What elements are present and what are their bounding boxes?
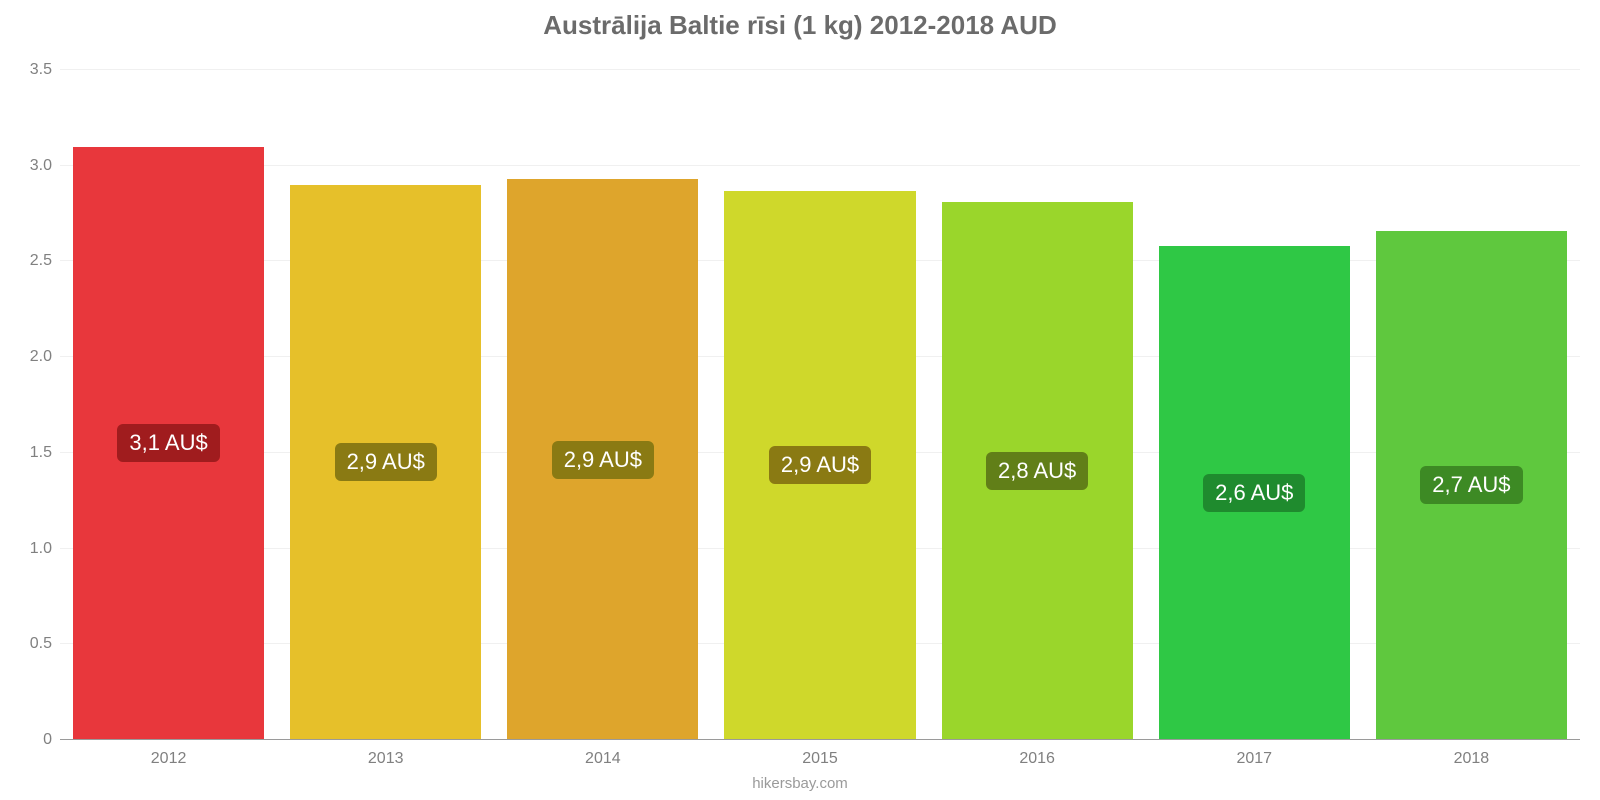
bar: 2,9 AU$ — [290, 185, 481, 740]
y-tick-label: 2.0 — [30, 348, 52, 366]
y-tick-label: 3.0 — [30, 157, 52, 175]
bar-slot: 2,9 AU$2013 — [277, 70, 494, 740]
bar-slot: 3,1 AU$2012 — [60, 70, 277, 740]
x-tick-label: 2015 — [802, 750, 838, 768]
value-badge: 2,9 AU$ — [552, 441, 654, 479]
attribution-text: hikersbay.com — [752, 775, 848, 792]
y-tick-label: 1.5 — [30, 444, 52, 462]
y-tick-label: 1.0 — [30, 540, 52, 558]
bar: 2,8 AU$ — [942, 202, 1133, 740]
y-tick-label: 0.5 — [30, 635, 52, 653]
plot-area: 00.51.01.52.02.53.03.5 3,1 AU$20122,9 AU… — [60, 70, 1580, 740]
x-tick-label: 2017 — [1236, 750, 1272, 768]
x-tick-label: 2014 — [585, 750, 621, 768]
bar-slot: 2,6 AU$2017 — [1146, 70, 1363, 740]
bar: 3,1 AU$ — [73, 147, 264, 740]
value-badge: 2,9 AU$ — [769, 446, 871, 484]
x-tick-label: 2016 — [1019, 750, 1055, 768]
x-tick-label: 2013 — [368, 750, 404, 768]
value-badge: 2,9 AU$ — [335, 443, 437, 481]
bar-slot: 2,9 AU$2015 — [711, 70, 928, 740]
y-tick-label: 3.5 — [30, 61, 52, 79]
chart-title: Austrālija Baltie rīsi (1 kg) 2012-2018 … — [0, 10, 1600, 41]
bar: 2,6 AU$ — [1159, 246, 1350, 740]
bar-slot: 2,8 AU$2016 — [929, 70, 1146, 740]
x-tick-label: 2012 — [151, 750, 187, 768]
chart-container: Austrālija Baltie rīsi (1 kg) 2012-2018 … — [0, 0, 1600, 800]
bar: 2,9 AU$ — [507, 179, 698, 740]
value-badge: 2,6 AU$ — [1203, 474, 1305, 512]
y-tick-label: 2.5 — [30, 252, 52, 270]
x-axis-baseline — [60, 739, 1580, 740]
bar: 2,9 AU$ — [724, 191, 915, 740]
value-badge: 2,7 AU$ — [1420, 466, 1522, 504]
value-badge: 3,1 AU$ — [117, 424, 219, 462]
value-badge: 2,8 AU$ — [986, 452, 1088, 490]
x-tick-label: 2018 — [1454, 750, 1490, 768]
bar-slot: 2,7 AU$2018 — [1363, 70, 1580, 740]
bar: 2,7 AU$ — [1376, 231, 1567, 740]
bars-group: 3,1 AU$20122,9 AU$20132,9 AU$20142,9 AU$… — [60, 70, 1580, 740]
bar-slot: 2,9 AU$2014 — [494, 70, 711, 740]
y-tick-label: 0 — [43, 731, 52, 749]
